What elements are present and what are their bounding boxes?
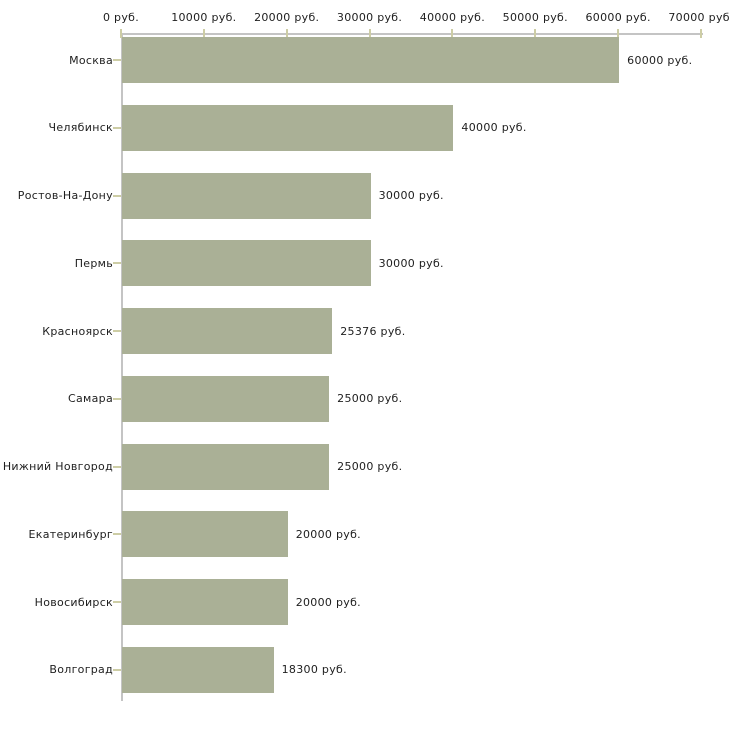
- bar: [122, 37, 620, 83]
- category-label: Ростов-На-Дону: [17, 189, 113, 202]
- y-axis-tick: [113, 194, 121, 197]
- x-axis-tick: [285, 29, 288, 38]
- y-axis-tick: [113, 668, 121, 671]
- x-axis-tick-label: 30000 руб.: [336, 11, 403, 24]
- x-axis-tick-label: 70000 руб.: [668, 11, 730, 24]
- bar-value-label: 18300 руб.: [281, 663, 347, 677]
- category-label: Нижний Новгород: [2, 460, 113, 473]
- x-axis-tick-label: 20000 руб.: [254, 11, 320, 24]
- bar: [122, 511, 288, 558]
- x-axis-line: [121, 33, 703, 35]
- x-axis-tick: [534, 29, 537, 38]
- x-axis-tick-label: 50000 руб.: [502, 11, 568, 24]
- bar: [122, 443, 330, 490]
- category-label: Новосибирск: [34, 595, 113, 609]
- x-axis-tick: [202, 29, 205, 38]
- y-axis-tick: [113, 126, 121, 129]
- x-axis-tick-label: 0 руб.: [102, 11, 140, 24]
- y-axis-tick: [113, 59, 121, 61]
- bar-value-label: 60000 руб.: [627, 53, 693, 67]
- category-label: Красноярск: [42, 324, 113, 338]
- bar: [122, 375, 330, 422]
- bar-value-label: 25000 руб.: [337, 392, 403, 406]
- x-axis-tick-label: 60000 руб.: [585, 11, 651, 24]
- x-axis-tick: [451, 29, 454, 38]
- category-label: Волгоград: [49, 663, 113, 677]
- x-axis-tick: [700, 29, 702, 38]
- bar: [122, 240, 371, 287]
- bar-value-label: 20000 руб.: [295, 527, 361, 541]
- y-axis-line: [121, 33, 123, 701]
- x-axis-tick: [617, 29, 620, 38]
- y-axis-tick: [113, 601, 121, 603]
- x-axis-tick: [120, 29, 122, 38]
- y-axis-tick: [113, 533, 121, 536]
- category-label: Москва: [69, 53, 113, 67]
- bar-value-label: 25000 руб.: [337, 460, 403, 473]
- y-axis-tick: [113, 330, 121, 332]
- bar-value-label: 30000 руб.: [378, 256, 444, 270]
- bar: [122, 104, 454, 151]
- category-label: Самара: [68, 392, 113, 406]
- bar-value-label: 20000 руб.: [295, 595, 361, 609]
- x-axis-tick: [368, 29, 371, 38]
- category-label: Екатеринбург: [28, 527, 113, 541]
- y-axis-tick: [113, 262, 121, 265]
- x-axis-tick-label: 40000 руб.: [419, 11, 486, 24]
- bar: [122, 646, 274, 693]
- bar-value-label: 25376 руб.: [340, 324, 406, 338]
- bar: [122, 172, 371, 219]
- category-label: Челябинск: [48, 121, 113, 135]
- category-label: Пермь: [74, 256, 113, 270]
- y-axis-tick: [113, 465, 121, 468]
- x-axis-tick-label: 10000 руб.: [171, 11, 237, 24]
- bar-value-label: 30000 руб.: [378, 189, 444, 202]
- bar: [122, 579, 288, 625]
- y-axis-tick: [113, 397, 121, 400]
- bar-value-label: 40000 руб.: [461, 121, 527, 135]
- bar: [122, 308, 333, 354]
